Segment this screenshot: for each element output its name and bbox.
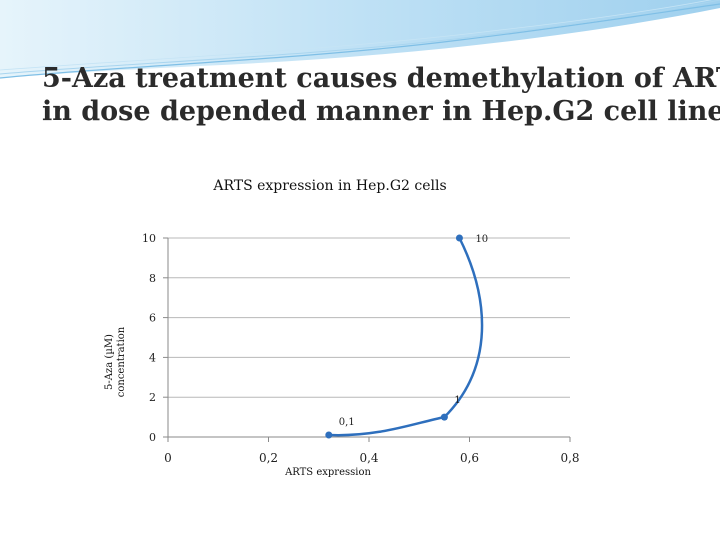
x-tick-label: 0,6 — [460, 451, 479, 465]
x-tick-label: 0,8 — [560, 451, 579, 465]
y-axis-ticks: 0 2 4 6 8 10 — [142, 232, 168, 444]
x-axis-label: ARTS expression — [284, 467, 371, 478]
y-tick-label: 6 — [149, 312, 156, 325]
y-tick-label: 2 — [149, 391, 156, 404]
data-point-10 — [455, 234, 463, 242]
slide-title: 5-Aza treatment causes demethylation of … — [42, 62, 720, 128]
y-axis-label: 5-Aza (µM) concentration — [104, 326, 127, 397]
chart-title: ARTS expression in Hep.G2 cells — [212, 178, 446, 194]
chart-axes — [167, 238, 570, 438]
slide-title-line-1: 5-Aza treatment causes demethylation of … — [42, 63, 720, 94]
data-points — [325, 234, 463, 439]
y-axis-label-line-2: concentration — [116, 326, 127, 397]
y-tick-label: 10 — [142, 232, 156, 245]
data-point-1 — [440, 413, 448, 421]
slide-title-line-2: in dose depended manner in Hep.G2 cell l… — [42, 96, 720, 127]
data-point-0,1 — [325, 431, 333, 439]
y-axis-label-line-1: 5-Aza (µM) — [104, 334, 115, 390]
data-label-1: 1 — [454, 395, 460, 406]
x-tick-label: 0 — [164, 451, 172, 465]
y-tick-label: 0 — [149, 431, 156, 444]
y-tick-label: 8 — [149, 272, 156, 285]
data-label-10: 10 — [475, 234, 488, 245]
header-wave-banner — [0, 0, 720, 79]
chart-gridlines — [168, 237, 570, 398]
y-tick-label: 4 — [149, 351, 156, 364]
series-line — [327, 236, 484, 437]
data-labels: 0,1 1 10 — [339, 234, 488, 428]
x-axis-ticks: 0 0,2 0,4 0,6 0,8 — [164, 437, 580, 465]
x-tick-label: 0,4 — [359, 451, 378, 465]
data-label-0,1: 0,1 — [339, 417, 355, 428]
x-tick-label: 0,2 — [259, 451, 278, 465]
